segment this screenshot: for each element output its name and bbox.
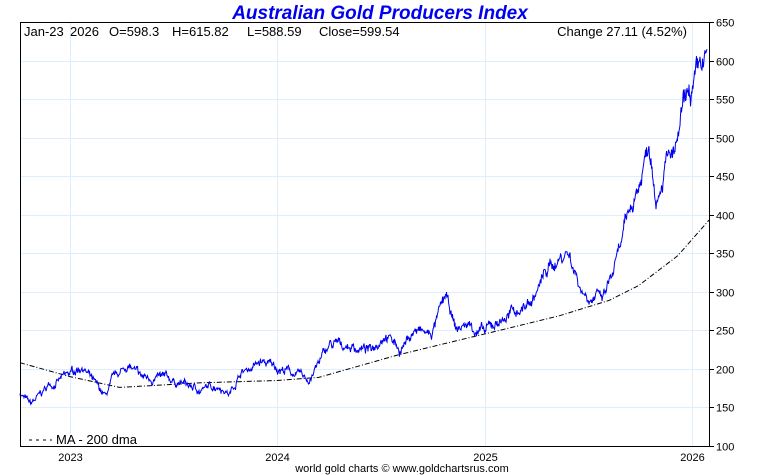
y-tick-label: 150 xyxy=(716,403,734,415)
y-tick-label: 600 xyxy=(716,57,734,69)
y-tick-label: 350 xyxy=(716,249,734,261)
y-tick-label: 100 xyxy=(716,442,734,454)
plot-frame xyxy=(20,22,710,447)
legend-ma-label: MA - 200 dma xyxy=(56,432,138,447)
info-date: Jan-23 xyxy=(24,24,64,39)
y-tick-label: 500 xyxy=(716,134,734,146)
y-tick-label: 450 xyxy=(716,172,734,184)
y-tick-label: 250 xyxy=(716,326,734,338)
info-low: L=588.59 xyxy=(247,24,302,39)
ma-line xyxy=(19,219,710,388)
x-axis: 2023 2024 2025 2026 xyxy=(58,452,704,464)
y-tick-label: 400 xyxy=(716,211,734,223)
x-tick-label: 2026 xyxy=(680,452,704,464)
y-tick-label: 200 xyxy=(716,365,734,377)
credit-text: world gold charts © www.goldchartsrus.co… xyxy=(294,463,509,475)
y-tick-label: 300 xyxy=(716,288,734,300)
x-tick-label: 2023 xyxy=(58,452,82,464)
price-line xyxy=(19,48,708,406)
y-tick-label: 650 xyxy=(716,18,734,30)
series-lines xyxy=(19,48,710,406)
x-tick-label: 2025 xyxy=(473,452,497,464)
info-open: O=598.3 xyxy=(109,24,159,39)
x-tick-label: 2024 xyxy=(265,452,289,464)
chart-title: Australian Gold Producers Index xyxy=(231,3,529,24)
y-tick-label: 550 xyxy=(716,95,734,107)
info-year: 2026 xyxy=(70,24,99,39)
info-high: H=615.82 xyxy=(172,24,229,39)
grid xyxy=(20,22,709,446)
info-change: Change 27.11 (4.52%) xyxy=(557,24,687,39)
y-axis: 100 150 200 250 300 350 400 450 500 550 600 650 xyxy=(709,18,734,454)
info-close: Close=599.54 xyxy=(319,24,400,39)
